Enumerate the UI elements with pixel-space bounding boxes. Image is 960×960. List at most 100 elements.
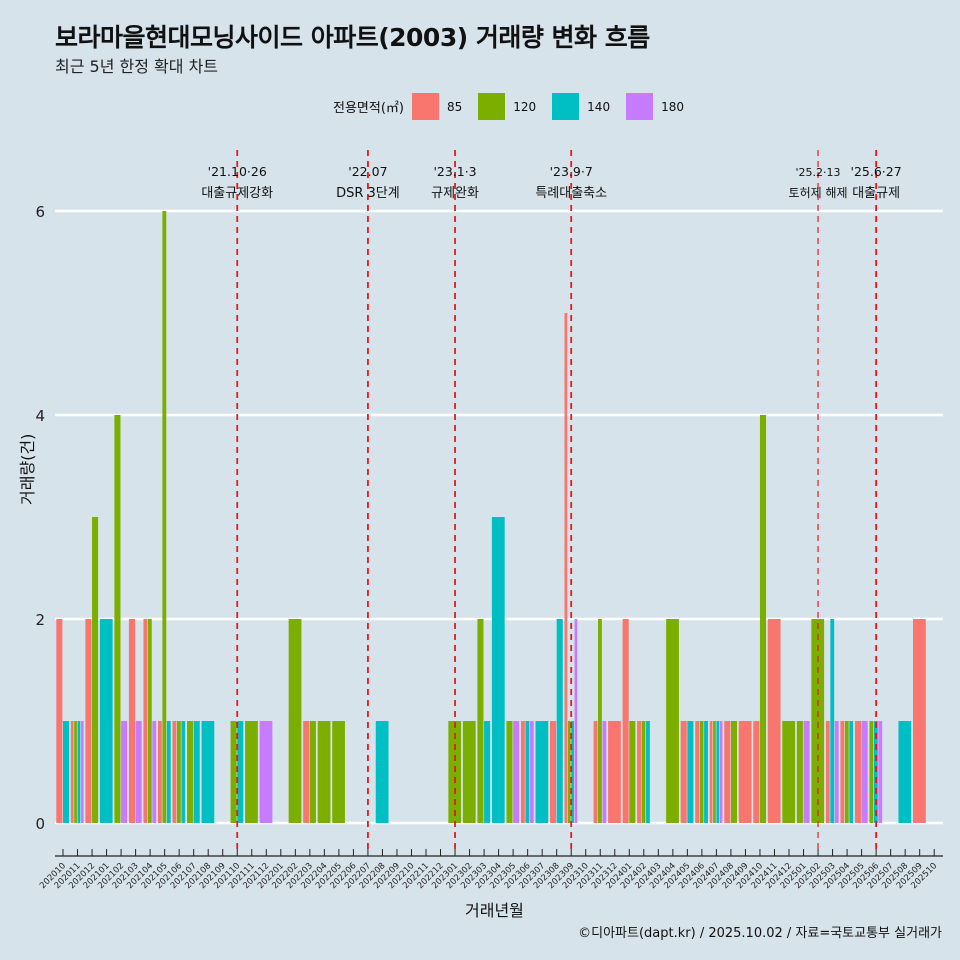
x-axis-title: 거래년월 [465,901,524,920]
bar-85-202012 [85,619,92,823]
bar-120-202303 [477,619,484,823]
legend-swatch-180 [626,93,654,120]
bar-120-202502 [811,619,825,823]
bar-85-202402 [637,721,641,823]
bar-85-202411 [767,619,781,823]
bar-180-202102 [121,721,128,823]
y-tick-label: 6 [35,203,45,221]
legend-title: 전용면적(㎡) [333,101,404,116]
bar-85-202504 [840,721,845,823]
bar-180-202305 [513,721,520,823]
bar-120-202407 [713,721,716,823]
y-tick-label: 2 [35,611,45,629]
bar-85-202401 [622,619,629,823]
bar-180-202104 [152,721,157,823]
bar-140-202306 [525,721,530,823]
bar-180-202103 [135,721,142,823]
bar-120-202111 [245,721,258,823]
bar-120-202102 [114,415,121,823]
bar-120-202406 [699,721,704,823]
bar-120-202410 [759,415,767,823]
bar-120-202107 [187,721,194,823]
bar-140-202106 [181,721,186,823]
chart-title: 보라마을현대모닝사이드 아파트(2003) 거래량 변화 흐름 [55,23,650,52]
bar-120-202309 [567,721,571,823]
bar-180-202306 [529,721,534,823]
event-label-202301: 규제완화 [431,186,479,201]
event-date-202502: '25.2·13 [796,166,841,179]
bar-85-202406 [695,721,700,823]
bar-120-202412 [782,721,796,823]
bar-140-202402 [646,721,650,823]
bar-85-202309 [564,313,568,823]
bar-85-202408 [724,721,731,823]
bar-85-202312 [608,721,621,823]
bar-85-202311 [593,721,598,823]
event-date-202309: '23.9·7 [550,164,593,179]
bar-85-202509 [913,619,926,823]
bar-180-202407 [719,721,723,823]
bar-85-202203 [303,721,310,823]
bar-140-202010 [63,721,70,823]
legend-label-85: 85 [446,99,463,114]
event-label-202506: 대출규제 [852,186,900,201]
event-date-202110: '21.10·26 [208,164,267,179]
bar-85-202306 [520,721,525,823]
bar-140-202405 [687,721,694,823]
bar-140-202407 [716,721,720,823]
bar-120-202401 [629,721,636,823]
bar-120-202506 [869,721,874,823]
event-label-202207: DSR 3단계 [336,186,400,201]
bar-140-202105 [166,721,171,823]
bar-85-202410 [753,721,760,823]
bar-85-202505 [854,721,861,823]
bar-85-202407 [709,721,713,823]
bar-85-202503 [825,721,830,823]
bar-120-202106 [176,721,181,823]
footer-credit: ©디아파트(dapt.kr) / 2025.10.02 / 자료=국토교통부 실… [578,926,942,941]
legend-swatch-85 [411,93,439,120]
bar-140-202108 [201,721,215,823]
event-label-202502: 토허제 해제 [789,186,848,200]
bar-120-202012 [92,517,99,823]
bar-85-202106 [172,721,177,823]
bar-140-202406 [704,721,708,823]
legend-label-140: 140 [587,99,611,114]
bar-120-202408 [730,721,737,823]
bar-180-202506 [878,721,883,823]
event-date-202207: '22.07 [348,164,387,179]
bar-140-202504 [849,721,854,823]
legend-swatch-140 [552,93,580,120]
bar-120-202105 [162,211,167,823]
bar-140-202011 [77,721,81,823]
bar-140-202304 [491,517,505,823]
bar-85-202011 [70,721,74,823]
legend: 전용면적(㎡) 85 120 140 180 [333,93,700,120]
bar-120-202110 [230,721,237,823]
bar-85-202405 [680,721,687,823]
legend-swatch-120 [478,93,506,120]
bar-85-202105 [157,721,162,823]
event-label-202309: 특례대출축소 [535,186,607,201]
bar-120-202501 [796,721,803,823]
y-tick-label: 4 [35,407,45,425]
event-date-202301: '23.1·3 [433,164,476,179]
bar-85-202104 [143,619,148,823]
bar-180-202309 [574,619,578,823]
bar-120-202104 [147,619,152,823]
bar-120-202205 [332,721,345,823]
legend-label-180: 180 [661,99,684,114]
event-label-202110: 대출규제강화 [201,186,273,201]
y-axis-title: 거래량(건) [18,433,37,505]
bar-85-202010 [56,619,63,823]
bar-140-202110 [237,721,244,823]
bar-140-202303 [484,721,491,823]
bar-180-202112 [259,721,273,823]
bar-140-202208 [375,721,389,823]
bar-140-202308 [556,619,563,823]
bar-120-202202 [288,619,302,823]
bar-140-202107 [193,721,200,823]
bar-180-202501 [803,721,810,823]
bar-180-202505 [861,721,868,823]
